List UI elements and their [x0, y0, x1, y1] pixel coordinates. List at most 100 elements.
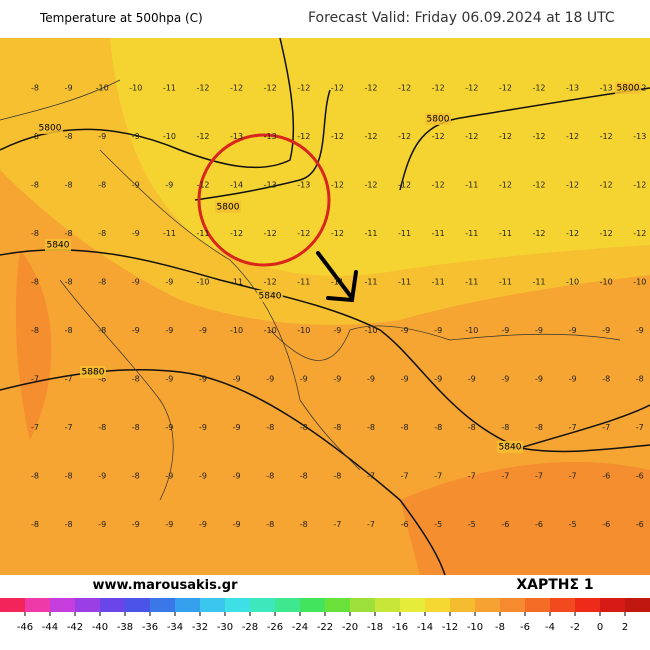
grid-value: -8 — [31, 520, 39, 529]
grid-value: -9 — [367, 375, 375, 384]
grid-value: -11 — [364, 278, 377, 287]
grid-value: -12 — [364, 181, 377, 190]
grid-value: -8 — [65, 229, 73, 238]
contour-line — [519, 444, 650, 453]
contour-line — [0, 37, 295, 169]
colorbar-label: -46 — [17, 622, 33, 633]
grid-value: -9 — [132, 132, 140, 141]
grid-value: -8 — [98, 326, 106, 335]
map-title: Temperature at 500hpa (C) — [39, 11, 203, 25]
colorbar-label: -16 — [392, 622, 408, 633]
grid-value: -9 — [333, 375, 341, 384]
grid-value: -12 — [432, 132, 445, 141]
grid-value: -9 — [233, 375, 241, 384]
grid-value: -11 — [398, 278, 411, 287]
contour-label-bg — [45, 239, 71, 251]
map-field — [0, 37, 650, 576]
grid-value: -13 — [633, 132, 646, 141]
grid-value: -12 — [230, 84, 243, 93]
contour-label: 5840 — [259, 292, 282, 302]
grid-value: -8 — [31, 84, 39, 93]
grid-value: -9 — [602, 326, 610, 335]
grid-value: -8 — [31, 181, 39, 190]
grid-value: -12 — [465, 132, 478, 141]
colorbar-label: -32 — [192, 622, 208, 633]
grid-value: -6 — [636, 472, 644, 481]
colorbar-label: -2 — [570, 622, 580, 633]
grid-value: -12 — [566, 229, 579, 238]
grid-value: -12 — [499, 181, 512, 190]
grid-value: -9 — [132, 278, 140, 287]
colorbar-cell — [325, 598, 351, 612]
grid-value: -12 — [633, 229, 646, 238]
colorbar-label: 2 — [622, 622, 628, 633]
grid-value: -13 — [264, 181, 277, 190]
grid-value: -9 — [233, 423, 241, 432]
grid-value: -8 — [266, 472, 274, 481]
colorbar-label: -28 — [242, 622, 258, 633]
contour-label: 5880 — [82, 368, 105, 378]
grid-value: -9 — [165, 181, 173, 190]
site: www.marousakis.gr — [92, 578, 238, 593]
grid-value: -7 — [31, 375, 39, 384]
colorbar-cell — [100, 598, 126, 612]
contour-label: 5840 — [47, 241, 70, 251]
grid-value: -9 — [199, 375, 207, 384]
grid-value: -6 — [401, 520, 409, 529]
contour-labels: 5800 5800 5800 5800 5840 5840 5840 5880 — [37, 82, 641, 453]
grid-value: -8 — [132, 375, 140, 384]
colorbar-label: -8 — [495, 622, 505, 633]
grid-value: -6 — [636, 520, 644, 529]
contour-label: 5800 — [217, 203, 240, 213]
colorbar-cell — [300, 598, 326, 612]
grid-value: -8 — [333, 423, 341, 432]
grid-value: -9 — [165, 423, 173, 432]
colorbar-cell — [425, 598, 451, 612]
grid-value: -8 — [300, 520, 308, 529]
grid-value: -10 — [566, 278, 579, 287]
grid-value: -9 — [233, 472, 241, 481]
grid-value: -9 — [434, 375, 442, 384]
grid-value: -5 — [569, 520, 577, 529]
grid-value: -9 — [132, 229, 140, 238]
colorbar-cell — [50, 598, 76, 612]
colorbar-label: -42 — [67, 622, 83, 633]
grid-value: -12 — [398, 84, 411, 93]
grid-value: -14 — [230, 181, 243, 190]
grid-value: -9 — [98, 520, 106, 529]
value-grid: -8 -9 -10 -10 -11 -12 -12 -12 -12 -12 -12 -12 -12 -12… — [31, 84, 646, 530]
colorbar-cell — [450, 598, 476, 612]
colorbar-label: -34 — [167, 622, 183, 633]
colorbar-cell — [400, 598, 426, 612]
colorbar-cell — [600, 598, 626, 612]
grid-value: -9 — [199, 326, 207, 335]
grid-value: -11 — [163, 84, 176, 93]
grid-value: -9 — [401, 326, 409, 335]
grid-value: -13 — [600, 84, 613, 93]
grid-value: -10 — [600, 278, 613, 287]
grid-value: -8 — [31, 132, 39, 141]
colorbar-cell — [375, 598, 401, 612]
grid-value: -12 — [465, 84, 478, 93]
grid-value: -6 — [602, 520, 610, 529]
colorbar-label: -40 — [92, 622, 108, 633]
grid-value: -8 — [65, 472, 73, 481]
grid-value: -9 — [165, 278, 173, 287]
contour-label-bg — [497, 441, 523, 453]
colorbar-label: -12 — [442, 622, 458, 633]
grid-value: -7 — [434, 472, 442, 481]
grid-value: -8 — [98, 229, 106, 238]
grid-value: -10 — [633, 278, 646, 287]
grid-value: -12 — [566, 132, 579, 141]
grid-value: -9 — [300, 375, 308, 384]
grid-value: -8 — [501, 423, 509, 432]
colorbar-cell — [225, 598, 251, 612]
grid-value: -12 — [532, 229, 545, 238]
grid-value: -8 — [98, 375, 106, 384]
grid-value: -9 — [165, 326, 173, 335]
grid-value: -11 — [499, 229, 512, 238]
grid-value: -7 — [501, 472, 509, 481]
grid-value: -7 — [535, 472, 543, 481]
grid-value: -8 — [266, 423, 274, 432]
